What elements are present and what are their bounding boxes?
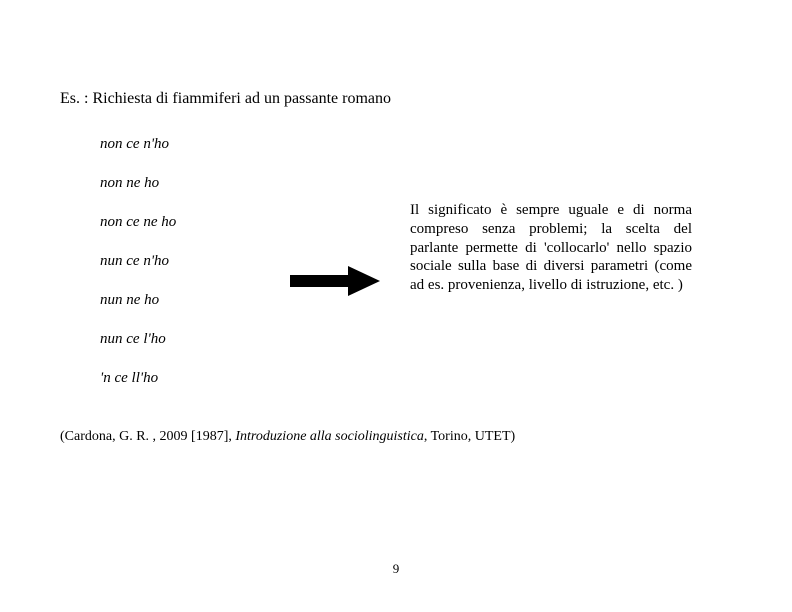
content-row: non ce n'ho non ne ho non ce ne ho nun c… (60, 136, 732, 409)
explanation-text: Il significato è sempre uguale e di norm… (410, 201, 692, 295)
explanation-column: Il significato è sempre uguale e di norm… (410, 136, 732, 295)
page-number: 9 (0, 561, 792, 577)
variants-list: non ce n'ho non ne ho non ce ne ho nun c… (60, 136, 290, 409)
variant-item: non ne ho (100, 175, 290, 192)
citation-title: Introduzione alla sociolinguistica (235, 429, 423, 444)
variant-item: nun ce n'ho (100, 253, 290, 270)
variant-item: non ce ne ho (100, 214, 290, 231)
slide-page: Es. : Richiesta di fiammiferi ad un pass… (0, 0, 792, 612)
citation: (Cardona, G. R. , 2009 [1987], Introduzi… (60, 429, 732, 445)
arrow-right-icon (290, 266, 380, 296)
variant-item: nun ce l'ho (100, 331, 290, 348)
variant-item: non ce n'ho (100, 136, 290, 153)
example-title: Es. : Richiesta di fiammiferi ad un pass… (60, 90, 732, 108)
arrow-column (290, 136, 410, 296)
variant-item: nun ne ho (100, 292, 290, 309)
citation-suffix: , Torino, UTET) (424, 429, 515, 444)
variant-item: 'n ce ll'ho (100, 370, 290, 387)
citation-prefix: (Cardona, G. R. , 2009 [1987], (60, 429, 235, 444)
